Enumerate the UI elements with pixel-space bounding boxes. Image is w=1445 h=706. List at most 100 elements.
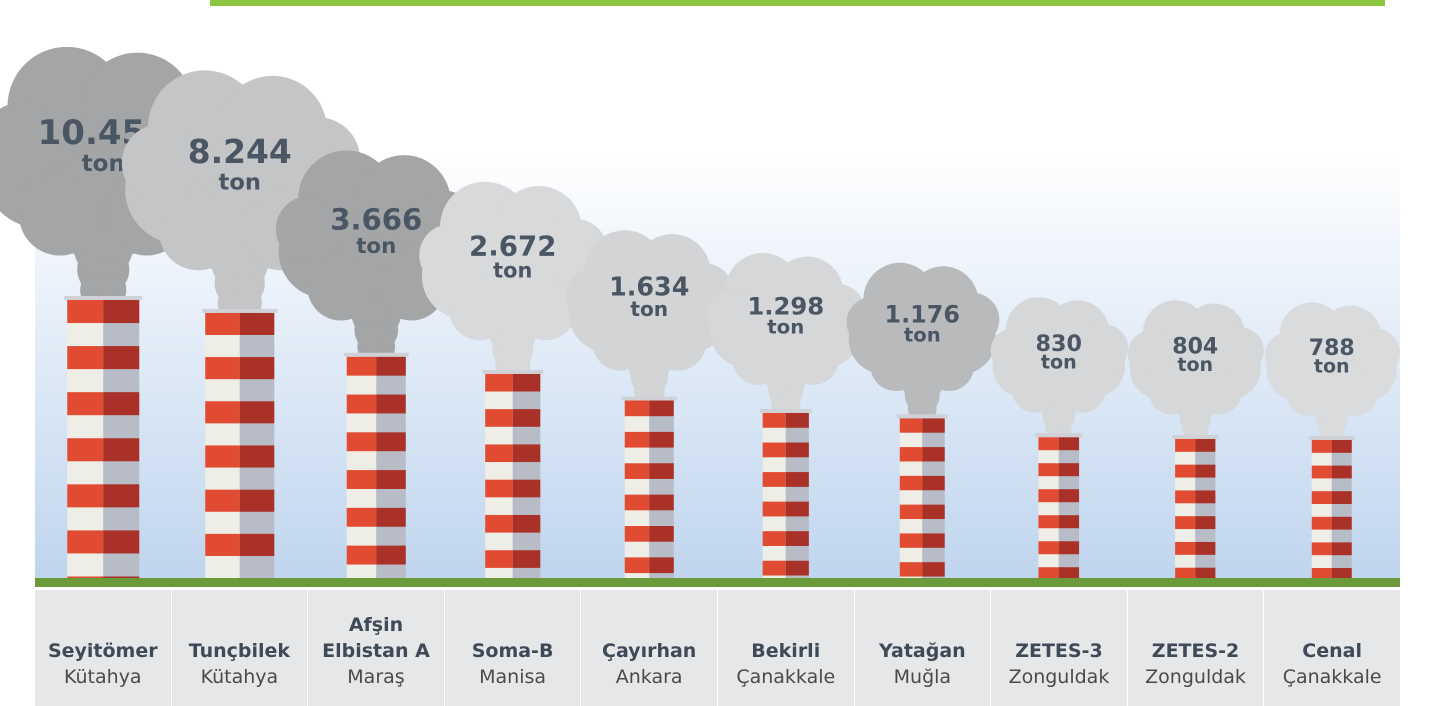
stripe [67,530,103,553]
stripe [1195,542,1215,555]
stripe [347,470,377,489]
stripe [1195,490,1215,503]
stripe [1332,440,1352,453]
chimney-body [763,413,786,578]
stripe [485,444,513,462]
stripe [1195,465,1215,478]
stripe [1195,516,1215,529]
chimney-cap [760,409,812,413]
unit-label: ton [356,234,396,259]
chimney [760,409,812,578]
chimney-cap [482,370,543,374]
stripe [347,432,377,451]
stripe [376,432,406,451]
unit-label: ton [904,323,941,346]
cloud-puff [1333,371,1378,416]
stripe [347,546,377,565]
plant-name: Tunçbilek [189,638,290,664]
stripe [103,530,139,553]
chimney [897,414,948,578]
stripe [347,508,377,527]
stripe [67,346,103,369]
chimney-cap [1309,436,1355,440]
plant-location: Ankara [616,664,683,690]
stripe [240,313,275,335]
cloud-puff [159,192,238,271]
stripe [900,505,922,519]
stripe [763,472,786,487]
stripe [649,463,674,479]
chimney-body [1175,439,1195,578]
stripe [205,401,240,423]
value-label: 2.672 [469,229,556,262]
stripe [625,526,650,542]
stripe [900,562,922,576]
plant-name: Bekirli [751,638,820,664]
stripe [1332,466,1352,479]
stripe [67,392,103,415]
chimney-body [1312,440,1332,578]
stripe [205,445,240,467]
stripe [103,346,139,369]
stripe [376,357,406,376]
stripe [1195,439,1215,452]
stripe [103,300,139,323]
unit-label: ton [1177,354,1213,376]
stripe [67,484,103,507]
stripe [1175,568,1195,578]
chimney-body [900,418,922,578]
stripe [922,447,944,461]
chimney-body [513,374,541,578]
stripe [922,562,944,576]
stripe [1312,542,1332,555]
stripe [485,480,513,498]
plant-location: Çanakkale [1283,664,1382,690]
stripe [240,445,275,467]
stripe [513,374,541,392]
category-cell: ZETES-2Zonguldak [1128,590,1265,706]
plant-name: Yatağan [879,638,966,664]
stripe [922,476,944,490]
chimney [344,353,409,578]
stripe [513,550,541,568]
stripe [900,476,922,490]
unit-label: ton [1314,356,1350,378]
category-cell: ZETES-3Zonguldak [991,590,1128,706]
chimney-body [625,401,650,578]
cloud-puff [1012,367,1057,412]
stripe [103,438,139,461]
cloud-puff [1128,331,1173,376]
plant-location: Manisa [479,664,546,690]
stripe [625,432,650,448]
stripe [376,395,406,414]
stripe [763,413,786,428]
stripe [1312,517,1332,530]
stripe [103,392,139,415]
stripe [1038,463,1058,476]
page: 10.455ton8.244ton3.666ton2.672ton1.634to… [0,0,1445,706]
stripe [347,395,377,414]
plant-name: Çayırhan [602,638,696,664]
value-label: 3.666 [330,202,422,236]
stripe [786,413,809,428]
stripe [205,490,240,512]
chimney-body [1332,440,1352,578]
chimney-cap [64,296,142,300]
chimney-cap [622,397,677,401]
cloud-puff [1216,327,1263,374]
chimney-cap [897,414,948,418]
cloud-puff [732,333,784,385]
chimney [1035,433,1082,578]
stripe [1175,490,1195,503]
stripe [786,531,809,546]
stripe [240,401,275,423]
stripe [1312,466,1332,479]
stripe [67,300,103,323]
chimney [202,309,277,578]
chimney [1172,435,1218,578]
stripe [763,561,786,576]
stripe [649,495,674,511]
plant-name: Seyitömer [48,638,158,664]
cloud-puff [593,315,648,370]
